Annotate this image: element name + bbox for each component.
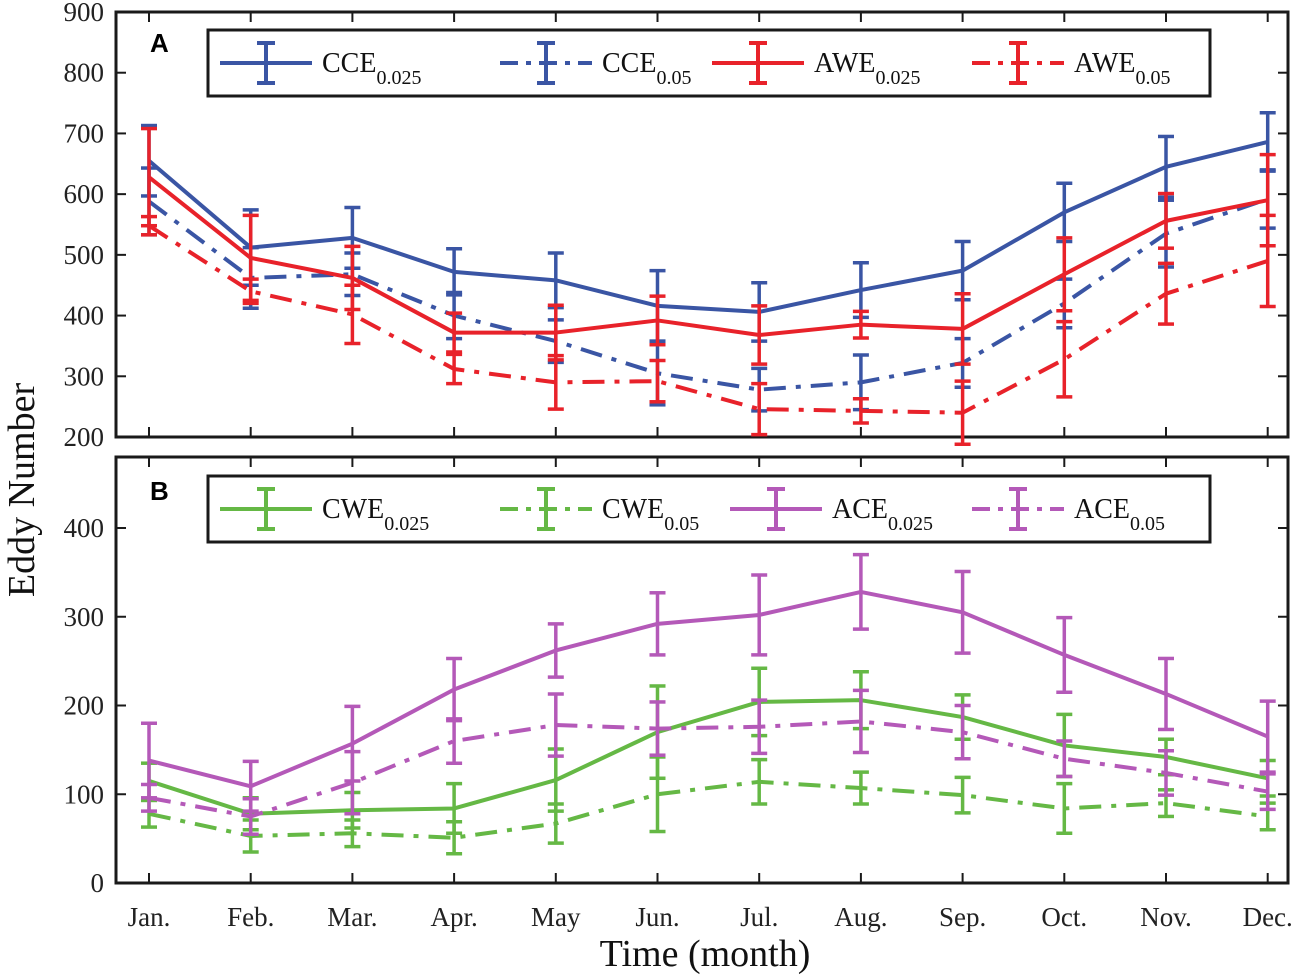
panel-b-ytick-label: 300 — [64, 602, 105, 632]
panel-b-series-ace-0025 — [141, 552, 1276, 813]
panel-b-series-cwe-005 — [141, 755, 1276, 856]
legend-label-subscript: 0.025 — [384, 513, 429, 535]
legend-label-subscript: 0.025 — [888, 513, 933, 535]
panel-a-series-awe-005 — [141, 213, 1276, 447]
panel-b-ytick-label: 0 — [91, 868, 105, 898]
panel-a-ytick-label: 500 — [64, 240, 105, 270]
panel-a-ytick-label: 800 — [64, 58, 105, 88]
series-line — [148, 779, 1268, 840]
panel-b-ytick-label: 200 — [64, 691, 105, 721]
xtick-label: Feb. — [227, 902, 274, 932]
legend-box — [206, 474, 1212, 544]
xtick-label: Oct. — [1041, 902, 1087, 932]
legend-label-subscript: 0.05 — [1136, 67, 1171, 89]
panel-b: 0 100 200 300 400 B CWE0.025 CWE0.05 ACE0.025 A… — [64, 455, 1290, 898]
xtick-label: Jun. — [635, 902, 679, 932]
panel-b-ytick-label: 400 — [64, 513, 105, 543]
panel-b-series-ace-005 — [141, 688, 1276, 836]
series-line — [147, 175, 1269, 337]
panel-a: 200 300 400 500 600 700 800 900 A CCE0.025 CCE0.… — [64, 0, 1290, 452]
panel-b-ytick-label: 100 — [64, 779, 105, 809]
xtick-label: May — [531, 902, 581, 932]
panel-a-ytick-label: 700 — [64, 118, 105, 148]
xtick-label: Aug. — [834, 902, 887, 932]
panel-a-series-cce-0025 — [141, 111, 1276, 343]
series-line — [148, 589, 1269, 789]
panel-b-frame — [114, 455, 1290, 885]
series-line — [148, 698, 1269, 816]
panel-a-series-cce-005 — [141, 166, 1276, 413]
legend-label-subscript: 0.05 — [664, 513, 699, 535]
legend-label-subscript: 0.05 — [1130, 513, 1165, 535]
panel-a-ytick-label: 600 — [64, 179, 105, 209]
xtick-label: Jul. — [740, 902, 778, 932]
xtick-label: Mar. — [327, 902, 377, 932]
x-axis-title: Time (month) — [600, 933, 811, 975]
series-line — [147, 139, 1269, 314]
y-axis-title: Eddy Number — [1, 383, 43, 598]
legend-label-subscript: 0.025 — [376, 67, 421, 89]
legend-box — [206, 28, 1212, 98]
panel-a-ytick-label: 400 — [64, 301, 105, 331]
panel-b-legend: CWE0.025 CWE0.05 ACE0.025 ACE0.05 — [206, 474, 1212, 544]
xtick-label: Apr. — [430, 902, 477, 932]
panel-a-frame — [114, 10, 1290, 439]
xtick-label: Sep. — [939, 902, 986, 932]
panel-b-label: B — [150, 476, 169, 506]
panel-b-series-cwe-0025 — [141, 666, 1276, 836]
panel-a-series-awe-0025 — [141, 126, 1276, 366]
xtick-label: Nov. — [1140, 902, 1192, 932]
legend-label-subscript: 0.025 — [876, 67, 921, 89]
panel-a-legend: CCE0.025 CCE0.05 AWE0.025 AWE0.05 — [206, 28, 1212, 98]
xtick-label: Dec. — [1243, 902, 1293, 932]
series-line — [147, 197, 1269, 392]
series-line — [147, 224, 1269, 415]
panel-a-ytick-label: 300 — [64, 361, 105, 391]
xtick-label: Jan. — [128, 902, 171, 932]
panel-a-ytick-label: 200 — [64, 422, 105, 452]
panel-a-ytick-label: 900 — [64, 0, 105, 27]
legend-label-subscript: 0.05 — [656, 67, 691, 89]
series-line — [148, 719, 1269, 819]
panel-a-label: A — [150, 28, 169, 58]
